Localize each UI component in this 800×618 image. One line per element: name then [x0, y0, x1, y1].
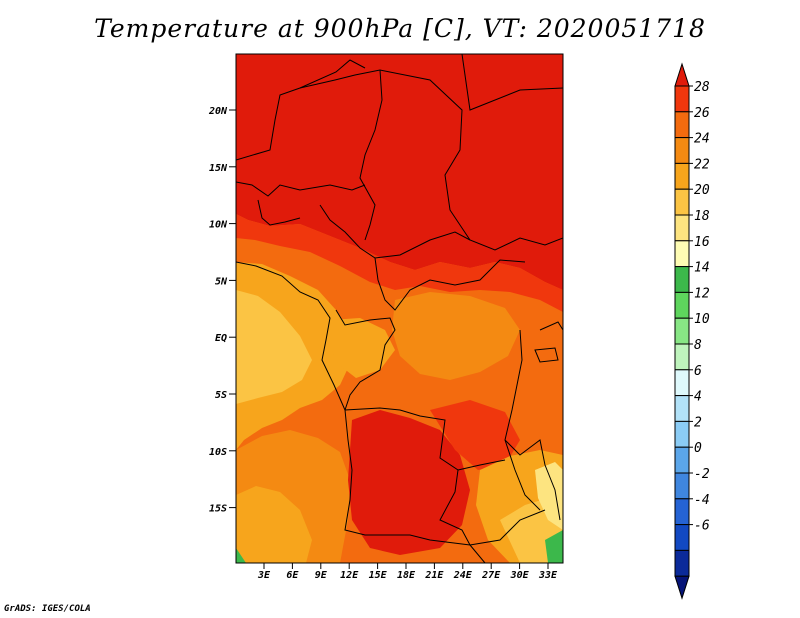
- lat-tick-label: 5S: [215, 390, 227, 401]
- lat-tick-label: 15N: [209, 163, 228, 174]
- colorbar-label: 22: [694, 157, 710, 172]
- colorbar-swatch: [674, 317, 690, 345]
- colorbar-swatch: [674, 266, 690, 293]
- lat-tick-label: 20N: [208, 106, 228, 117]
- temperature-field: [236, 54, 563, 563]
- colorbar-swatch: [674, 420, 690, 448]
- colorbar-label: 24: [694, 132, 710, 147]
- lon-tick-label: 18E: [397, 570, 416, 581]
- colorbar-label: 28: [694, 80, 710, 95]
- lat-tick-label: 15S: [209, 504, 227, 515]
- colorbar-swatch: [674, 291, 690, 319]
- colorbar-label: -2: [694, 467, 710, 482]
- country-borders: [236, 54, 563, 563]
- colorbar-label: 4: [694, 390, 702, 405]
- lon-tick-label: 27E: [481, 570, 501, 581]
- latitude-axis: 20N 15N 10N 5N EQ 5S 10S 15S: [208, 106, 236, 515]
- colorbar-label: 18: [694, 209, 710, 224]
- lon-tick-label: 33E: [538, 570, 558, 581]
- colorbar-swatch: [674, 549, 690, 577]
- colorbar-swatch: [674, 524, 690, 551]
- lat-tick-label: EQ: [215, 333, 227, 344]
- colorbar-swatch: [674, 85, 690, 113]
- colorbar-label: 16: [694, 235, 710, 250]
- lon-tick-label: 15E: [369, 570, 388, 581]
- colorbar-bottom-arrow: [674, 575, 690, 600]
- colorbar-swatch: [674, 472, 690, 500]
- colorbar-label: 0: [694, 441, 702, 456]
- map-frame: [235, 53, 564, 564]
- colorbar-label: 8: [694, 338, 702, 353]
- colorbar-label: 2: [694, 415, 702, 430]
- colorbar-swatch: [674, 137, 690, 164]
- colorbar-swatch: [674, 343, 690, 371]
- lat-tick-label: 10N: [209, 220, 228, 231]
- colorbar-swatch: [674, 498, 690, 526]
- lon-tick-label: 9E: [315, 570, 328, 581]
- colorbar-swatch: [674, 446, 690, 474]
- lon-tick-label: 6E: [286, 570, 299, 581]
- chart-title: Temperature at 900hPa [C], VT: 202005171…: [94, 14, 706, 43]
- colorbar-label: 12: [694, 286, 710, 301]
- longitude-axis: 3E 6E 9E 12E 15E 18E 21E 24E 27E 30E 33E: [257, 563, 558, 581]
- colorbar-label: 20: [694, 183, 710, 198]
- colorbar-label: -6: [694, 519, 710, 534]
- lat-tick-label: 5N: [215, 276, 228, 287]
- colorbar-swatch: [674, 162, 690, 190]
- colorbar-swatch: [674, 188, 690, 216]
- lon-tick-label: 21E: [424, 570, 444, 581]
- lon-tick-label: 12E: [340, 570, 359, 581]
- colorbar-label: 26: [694, 106, 710, 121]
- colorbar-label: 10: [694, 312, 710, 327]
- colorbar-swatch: [674, 369, 690, 397]
- lon-tick-label: 24E: [453, 570, 473, 581]
- colorbar-label: 6: [694, 364, 702, 379]
- colorbar-swatch: [674, 214, 690, 242]
- lat-tick-label: 10S: [209, 447, 227, 458]
- colorbar-label: -4: [694, 493, 710, 508]
- colorbar-swatch: [674, 240, 690, 268]
- colorbar-label: 14: [694, 261, 710, 276]
- colorbar-top-arrow: [674, 62, 690, 87]
- colorbar-swatch: [674, 111, 690, 139]
- colorbar-swatch: [674, 395, 690, 422]
- grads-credit: GrADS: IGES/COLA: [4, 604, 91, 614]
- lon-tick-label: 30E: [510, 570, 530, 581]
- lon-tick-label: 3E: [257, 570, 271, 581]
